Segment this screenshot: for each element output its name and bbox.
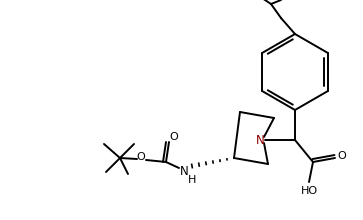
Text: HO: HO (301, 186, 318, 196)
Text: H: H (188, 175, 196, 185)
Text: N: N (256, 134, 264, 147)
Text: O: O (170, 132, 178, 142)
Text: O: O (338, 151, 346, 161)
Text: N: N (180, 165, 188, 178)
Text: O: O (136, 152, 145, 162)
